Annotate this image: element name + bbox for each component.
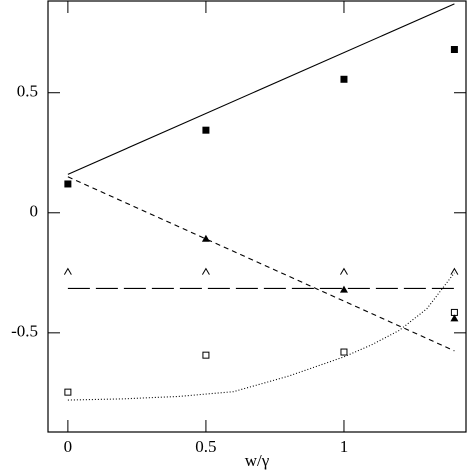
- y-tick-label: 0.5: [17, 82, 38, 101]
- data-point: [339, 285, 348, 293]
- x-tick-label: 0.5: [195, 437, 216, 456]
- data-point: [450, 308, 458, 316]
- y-tick-label: -0.5: [11, 322, 38, 341]
- data-point: [63, 267, 72, 275]
- x-axis-label: w/γ: [245, 451, 270, 470]
- line-series: [67, 3, 455, 175]
- y-tick-label: 0: [30, 202, 39, 221]
- data-point: [340, 267, 348, 275]
- data-point: [340, 348, 348, 356]
- data-point: [201, 267, 210, 275]
- data-point: [450, 314, 459, 322]
- line-series: [67, 176, 455, 352]
- data-point: [340, 75, 348, 83]
- data-point: [64, 388, 72, 396]
- data-point: [64, 180, 72, 188]
- data-point: [450, 46, 458, 54]
- data-point: [202, 126, 210, 134]
- data-point: [202, 351, 210, 359]
- x-tick-label: 1: [340, 437, 349, 456]
- line-series: [67, 272, 455, 401]
- plot-frame: [47, 0, 467, 433]
- data-point: [450, 267, 459, 275]
- x-tick-label: 0: [64, 437, 73, 456]
